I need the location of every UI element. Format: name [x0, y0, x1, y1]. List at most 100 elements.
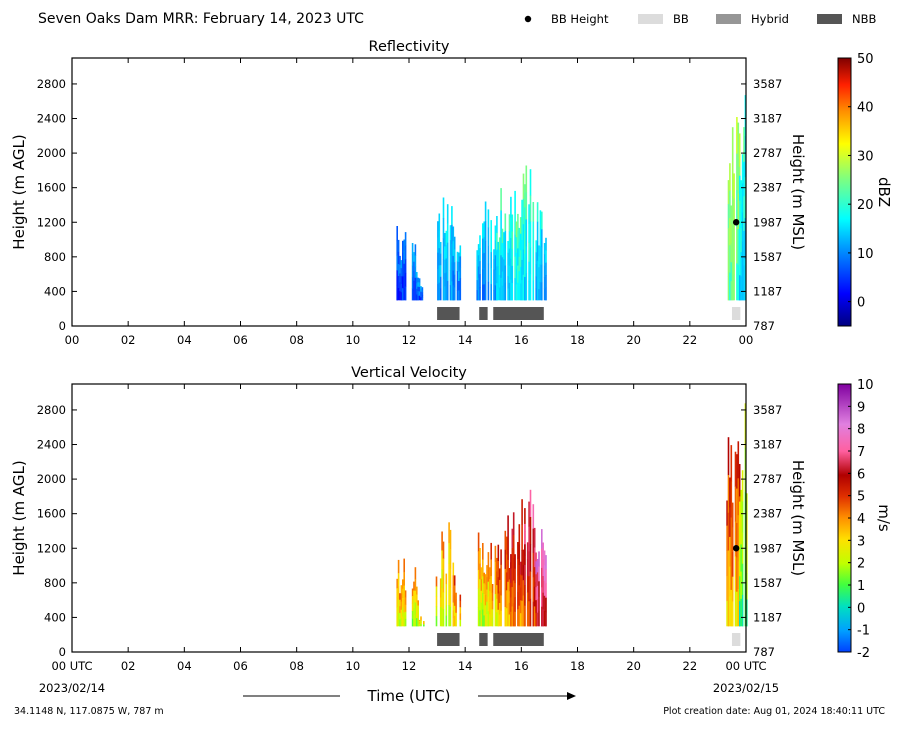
echo-pixel — [532, 528, 535, 554]
echo-pixel — [494, 255, 497, 271]
echo-pixel — [477, 244, 480, 256]
classification-bar-nbb — [493, 307, 544, 320]
echo-pixel — [545, 597, 547, 613]
echo-pixel — [739, 601, 741, 627]
x-tick-label: 06 — [233, 333, 248, 347]
echo-pixel — [403, 239, 405, 252]
echo-pixel — [508, 282, 511, 301]
echo-pixel — [417, 286, 419, 292]
echo-pixel — [521, 600, 523, 627]
echo-pixel — [417, 605, 419, 611]
echo-pixel — [737, 478, 740, 516]
echo-pixel — [738, 464, 741, 497]
echo-pixel — [512, 535, 515, 559]
echo-pixel — [439, 276, 442, 289]
location-text: 34.1148 N, 117.0875 W, 787 m — [14, 706, 164, 717]
echo-pixel — [729, 566, 731, 597]
echo-pixel — [441, 607, 443, 627]
creation-date-text: Plot creation date: Aug 01, 2024 18:40:1… — [663, 706, 885, 717]
echo-pixel — [529, 273, 532, 301]
echo-pixel — [459, 278, 462, 290]
echo-pixel — [538, 289, 540, 301]
echo-pixel — [411, 611, 414, 619]
echo-pixel — [400, 268, 403, 277]
echo-pixel — [418, 623, 421, 626]
y2-tick-label: 1987 — [753, 215, 782, 229]
echo-pixel — [517, 575, 519, 593]
echo-pixel — [399, 255, 401, 265]
x-tick-label: 02 — [121, 659, 136, 673]
echo-pixel — [535, 264, 537, 277]
echo-pixel — [459, 256, 462, 268]
echo-pixel — [404, 618, 407, 627]
echo-pixel — [490, 559, 492, 577]
echo-pixel — [476, 250, 478, 261]
x-tick-label: 08 — [289, 659, 304, 673]
echo-pixel — [733, 224, 735, 250]
echo-pixel — [510, 597, 512, 612]
echo-pixel — [730, 205, 733, 225]
echo-pixel — [524, 605, 526, 627]
echo-pixel — [522, 595, 525, 612]
echo-pixel — [517, 231, 519, 249]
time-arrow-head-icon — [567, 692, 576, 700]
echo-pixel — [456, 251, 459, 262]
echo-pixel — [396, 578, 398, 589]
echo-pixel — [739, 551, 741, 577]
echo-pixel — [737, 589, 740, 627]
echo-pixel — [533, 606, 536, 627]
echo-pixel — [518, 564, 521, 586]
echo-pixel — [743, 161, 745, 197]
echo-pixel — [437, 221, 439, 238]
echo-pixel — [729, 190, 731, 219]
echo-pixel — [504, 230, 507, 249]
echo-pixel — [441, 569, 443, 589]
echo-pixel — [403, 599, 405, 613]
echo-pixel — [452, 255, 455, 271]
y-tick-label: 400 — [44, 610, 66, 624]
echo-pixel — [536, 612, 539, 627]
echo-pixel — [726, 550, 728, 577]
echo-pixel — [452, 241, 455, 257]
y2-tick-label: 3187 — [753, 438, 782, 452]
echo-pixel — [493, 259, 495, 270]
echo-pixel — [418, 291, 421, 296]
echo-pixel — [486, 577, 488, 590]
echo-pixel — [438, 265, 441, 283]
classification-bar-nbb — [437, 633, 460, 646]
plot-frame — [71, 57, 747, 327]
echo-pixel — [521, 550, 523, 576]
legend-label: Hybrid — [751, 12, 789, 26]
echo-pixel — [439, 253, 442, 266]
echo-pixel — [736, 263, 738, 301]
echo-pixel — [737, 441, 740, 479]
echo-pixel — [448, 522, 450, 544]
echo-pixel — [529, 489, 532, 518]
echo-pixel — [402, 288, 404, 301]
echo-pixel — [452, 618, 455, 627]
echo-pixel — [453, 605, 456, 617]
echo-pixel — [731, 601, 734, 627]
echo-pixel — [528, 204, 530, 224]
echo-pixel — [487, 566, 490, 582]
echo-pixel — [541, 587, 543, 607]
echo-pixel — [522, 564, 525, 581]
echo-pixel — [418, 287, 421, 292]
echo-pixel — [733, 173, 735, 199]
echo-pixel — [446, 223, 449, 243]
echo-pixel — [446, 242, 449, 263]
classification-bar-nbb — [479, 307, 488, 320]
echo-pixel — [543, 610, 546, 627]
echo-pixel — [507, 603, 509, 627]
echo-pixel — [458, 262, 460, 272]
echo-pixel — [542, 592, 544, 610]
echo-pixel — [397, 264, 400, 277]
echo-pixel — [739, 501, 741, 527]
echo-pixel — [418, 622, 421, 624]
echo-pixel — [452, 610, 455, 619]
echo-pixel — [729, 536, 731, 567]
echo-pixel — [737, 193, 740, 230]
echo-pixel — [726, 500, 728, 526]
echo-pixel — [535, 561, 537, 575]
echo-pixel — [500, 580, 502, 596]
